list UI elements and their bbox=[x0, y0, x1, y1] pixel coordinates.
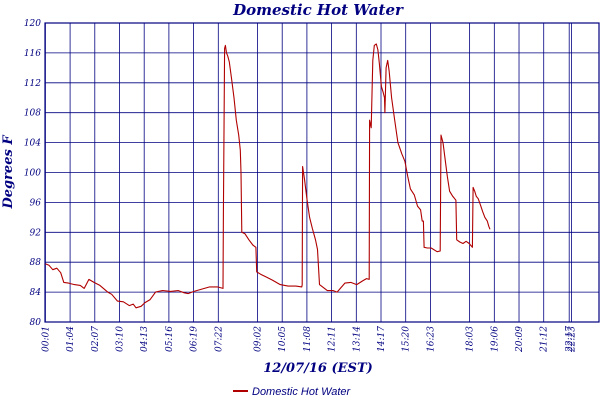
y-tick-label: 108 bbox=[24, 109, 41, 119]
legend-label: Domestic Hot Water bbox=[252, 386, 352, 398]
x-tick-label: 19:06 bbox=[490, 326, 500, 352]
y-tick-label: 112 bbox=[24, 79, 41, 89]
y-tick-label: 100 bbox=[24, 169, 41, 179]
x-tick-label: 22:17 bbox=[565, 326, 575, 353]
x-tick-label: 11:08 bbox=[303, 326, 313, 352]
x-tick-label: 16:23 bbox=[426, 326, 436, 352]
x-tick-label: 12:11 bbox=[328, 326, 338, 352]
x-axis-label: 12/07/16 (EST) bbox=[263, 361, 373, 376]
x-tick-label: 13:14 bbox=[352, 326, 362, 352]
chart-title: Domestic Hot Water bbox=[232, 1, 404, 19]
x-axis-ticks: 00:01 01:04 02:07 03:10 04:13 05:16 06:19 07:22… bbox=[41, 326, 577, 353]
x-tick-label: 18:03 bbox=[466, 326, 476, 352]
y-tick-label: 84 bbox=[30, 288, 42, 298]
legend: Domestic Hot Water bbox=[233, 386, 352, 398]
x-tick-label: 03:10 bbox=[115, 326, 125, 352]
x-tick-label: 15:20 bbox=[402, 326, 412, 352]
series-layer bbox=[45, 43, 491, 309]
x-tick-label: 07:22 bbox=[214, 326, 224, 352]
x-tick-label: 05:16 bbox=[165, 326, 175, 352]
x-tick-label: 20:09 bbox=[515, 326, 525, 353]
x-tick-label: 00:01 bbox=[41, 326, 51, 352]
y-tick-label: 120 bbox=[24, 19, 41, 29]
x-tick-label: 14:17 bbox=[377, 326, 387, 352]
y-axis-label: Degrees F bbox=[1, 135, 16, 210]
x-tick-label: 06:19 bbox=[190, 326, 200, 352]
x-tick-label: 21:12 bbox=[540, 326, 550, 353]
y-tick-label: 116 bbox=[24, 49, 41, 59]
series-line bbox=[45, 43, 491, 309]
y-tick-label: 88 bbox=[30, 258, 42, 268]
x-tick-label: 04:13 bbox=[140, 326, 150, 352]
x-tick-label: 10:05 bbox=[278, 326, 288, 352]
y-tick-label: 92 bbox=[30, 228, 42, 238]
x-tick-label: 22:23 bbox=[568, 326, 578, 353]
plot-area bbox=[44, 22, 600, 323]
x-tick-label: 02:07 bbox=[91, 326, 101, 352]
y-tick-label: 80 bbox=[30, 318, 42, 328]
y-tick-label: 104 bbox=[24, 139, 41, 149]
y-axis-ticks: 80 84 88 92 96 100 104 108 112 116 120 bbox=[24, 19, 41, 328]
grid bbox=[44, 22, 599, 323]
y-tick-label: 96 bbox=[30, 198, 42, 208]
x-tick-label: 01:04 bbox=[66, 326, 76, 352]
x-tick-label: 09:02 bbox=[254, 326, 264, 352]
